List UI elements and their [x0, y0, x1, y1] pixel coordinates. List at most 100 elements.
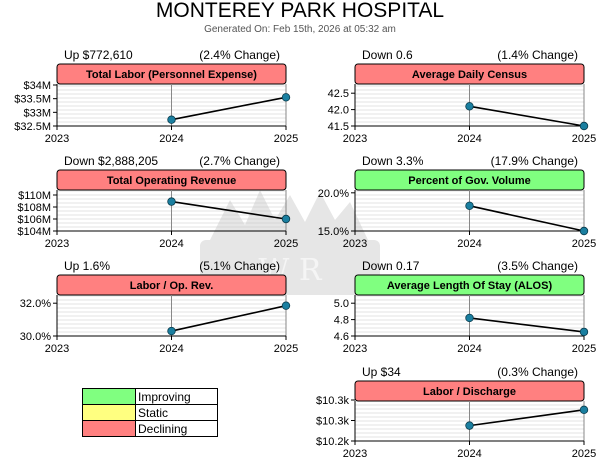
panel-title: Labor / Discharge — [423, 386, 516, 398]
change-percent: (2.7% Change) — [199, 154, 280, 168]
change-percent: (17.9% Change) — [491, 154, 578, 168]
data-point — [167, 326, 176, 336]
series-line — [171, 96, 287, 121]
data-point — [579, 121, 589, 131]
data-point — [167, 197, 176, 206]
change-amount: Up 1.6% — [64, 259, 110, 273]
data-point — [281, 301, 291, 310]
y-tick-label: 42.5 — [328, 88, 349, 100]
data-point — [167, 115, 176, 124]
data-point — [465, 421, 474, 430]
x-tick-label: 2023 — [343, 133, 367, 145]
x-tick-label: 2025 — [572, 133, 596, 145]
change-amount: Up $772,610 — [64, 48, 133, 62]
panel-title: Percent of Gov. Volume — [408, 175, 530, 187]
data-point — [465, 313, 474, 323]
legend-label: Declining — [135, 420, 218, 437]
y-tick-label: 5.0 — [334, 298, 349, 310]
y-tick-label: 15.0% — [318, 226, 349, 238]
data-point — [281, 214, 291, 224]
panel-title: Labor / Op. Rev. — [130, 280, 214, 292]
panel-title: Total Operating Revenue — [107, 175, 236, 187]
legend-item-declining: Declining — [82, 420, 218, 437]
x-tick-label: 2023 — [45, 133, 69, 145]
y-tick-label: $106M — [17, 214, 51, 226]
data-point — [281, 93, 291, 102]
chart-panel: Down 0.17 (3.5% Change) Average Length Of … — [334, 259, 597, 355]
x-tick-label: 2025 — [274, 133, 298, 145]
x-tick-label: 2023 — [343, 238, 367, 250]
x-tick-label: 2023 — [45, 343, 69, 355]
y-tick-label: 42.0 — [328, 105, 349, 117]
legend-swatch-declining — [82, 420, 136, 437]
legend-swatch-improving — [82, 388, 136, 405]
x-tick-label: 2024 — [457, 133, 481, 145]
data-point — [465, 102, 474, 111]
change-percent: (5.1% Change) — [199, 259, 280, 273]
panel-title: Average Length Of Stay (ALOS) — [387, 280, 553, 292]
y-tick-label: $32.5M — [14, 121, 51, 133]
y-tick-label: 41.5 — [328, 121, 349, 133]
y-tick-label: 32.0% — [20, 298, 51, 310]
change-amount: Down $2,888,205 — [64, 154, 158, 168]
y-tick-label: $104M — [17, 226, 51, 238]
generated-timestamp: Generated On: Feb 15th, 2026 at 05:32 am — [204, 24, 396, 35]
series-line — [171, 304, 287, 332]
y-tick-label: $34M — [23, 80, 51, 92]
legend-swatch-static — [82, 404, 136, 421]
x-tick-label: 2025 — [572, 238, 596, 250]
chart-panel: Down $2,888,205 (2.7% Change) Total Operat… — [17, 154, 298, 250]
x-tick-label: 2024 — [457, 448, 481, 460]
x-tick-label: 2024 — [457, 343, 481, 355]
series-line — [469, 205, 585, 232]
change-percent: (0.3% Change) — [497, 365, 578, 379]
x-tick-label: 2023 — [343, 343, 367, 355]
x-tick-label: 2025 — [572, 343, 596, 355]
change-amount: Down 0.17 — [362, 259, 420, 273]
chart-panel: Up $772,610 (2.4% Change) Total Labor (Per… — [14, 48, 298, 145]
x-tick-label: 2024 — [159, 238, 183, 250]
legend-label: Improving — [135, 388, 218, 405]
y-tick-label: $10.2k — [316, 436, 350, 448]
x-tick-label: 2024 — [159, 343, 183, 355]
data-point — [579, 405, 589, 415]
legend-item-improving: Improving — [82, 388, 218, 405]
data-point — [465, 201, 474, 210]
x-tick-label: 2025 — [274, 343, 298, 355]
series-line — [469, 317, 585, 333]
data-point — [579, 327, 589, 337]
x-tick-label: 2025 — [572, 448, 596, 460]
legend-label: Static — [135, 404, 218, 421]
chart-panel: Up 1.6% (5.1% Change) Labor / Op. Rev. 30.0… — [20, 259, 298, 355]
y-tick-label: $110M — [18, 190, 51, 202]
series-line — [469, 409, 585, 427]
panel-title: Total Labor (Personnel Expense) — [86, 69, 257, 81]
series-line — [171, 200, 287, 220]
chart-panel: Down 3.3% (17.9% Change) Percent of Gov. V… — [318, 154, 596, 250]
change-percent: (2.4% Change) — [199, 48, 280, 62]
y-tick-label: $33.5M — [14, 94, 51, 106]
y-tick-label: $108M — [17, 202, 51, 214]
y-tick-label: 4.8 — [334, 315, 349, 327]
x-tick-label: 2023 — [45, 238, 69, 250]
data-point — [579, 226, 589, 236]
y-tick-label: 4.6 — [334, 331, 349, 343]
y-tick-label: $10.3k — [316, 416, 350, 428]
page-title: MONTEREY PARK HOSPITAL — [155, 0, 445, 22]
x-tick-label: 2024 — [457, 238, 481, 250]
change-amount: Down 0.6 — [362, 48, 413, 62]
change-percent: (1.4% Change) — [497, 48, 578, 62]
y-tick-label: 30.0% — [20, 331, 51, 343]
y-tick-label: 20.0% — [318, 188, 349, 200]
change-percent: (3.5% Change) — [497, 259, 578, 273]
x-tick-label: 2025 — [274, 238, 298, 250]
legend-item-static: Static — [82, 404, 218, 421]
chart-panel: Down 0.6 (1.4% Change) Average Daily Censu… — [328, 48, 597, 145]
y-tick-label: $10.3k — [316, 395, 350, 407]
change-amount: Up $34 — [362, 365, 401, 379]
x-tick-label: 2024 — [159, 133, 183, 145]
x-tick-label: 2023 — [343, 448, 367, 460]
legend: Improving Static Declining — [82, 388, 218, 437]
change-amount: Down 3.3% — [362, 154, 424, 168]
